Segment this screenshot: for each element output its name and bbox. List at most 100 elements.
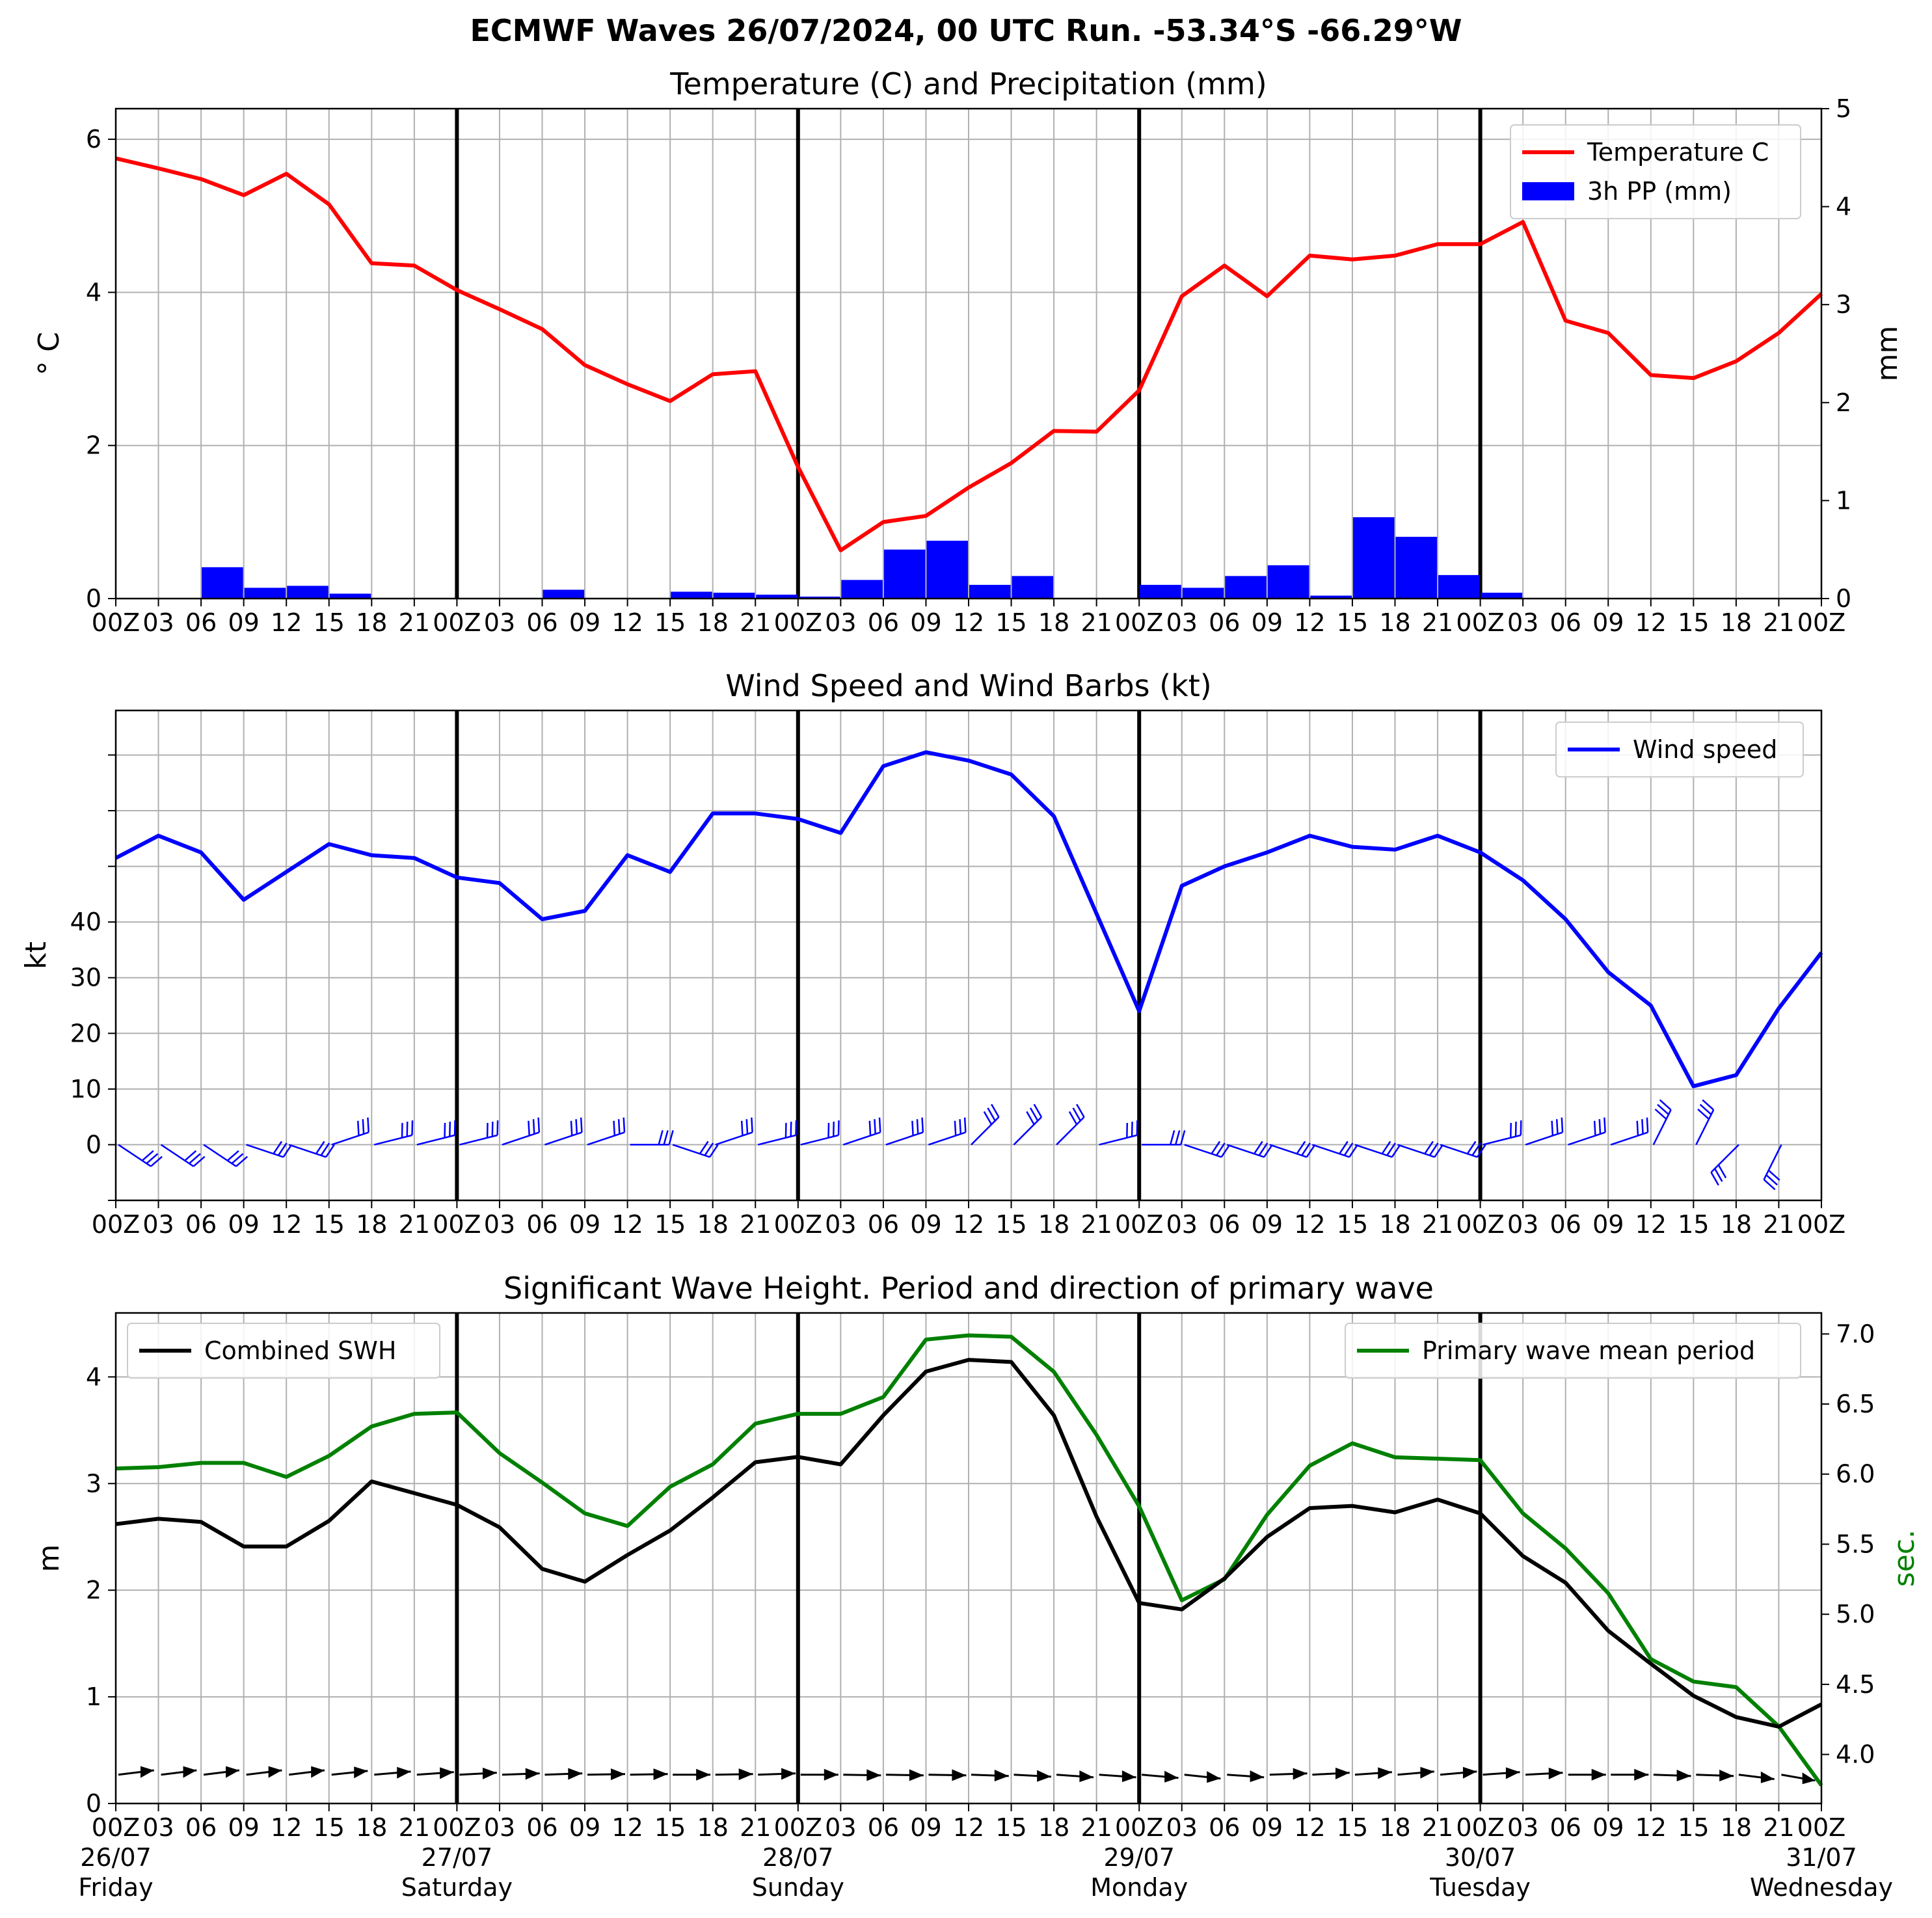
x-tick-label: 15: [1337, 1813, 1368, 1842]
wind-barb-feather: [1699, 1103, 1712, 1115]
x-day-label: Monday: [1090, 1873, 1188, 1902]
wind-barb-feather: [1068, 1111, 1078, 1125]
wave-direction-arrow: [289, 1766, 325, 1778]
x-tick-label: 18: [697, 1210, 729, 1239]
x-tick-label: 15: [654, 1813, 686, 1842]
x-tick-label: 12: [1635, 608, 1667, 637]
x-day-label: Friday: [78, 1873, 153, 1902]
arrow-head: [397, 1766, 411, 1779]
x-tick-label: 09: [228, 1813, 259, 1842]
x-tick-label: 18: [356, 1813, 387, 1842]
legend-box: [1555, 722, 1804, 777]
wind-barb: [1226, 1141, 1273, 1158]
wind-barb-staff: [160, 1144, 195, 1167]
x-date-label: 30/07: [1445, 1843, 1516, 1872]
y-right-tick-label: 0: [1836, 584, 1851, 613]
x-tick-label: 21: [1422, 1210, 1453, 1239]
wind-barb-feather: [983, 1111, 993, 1125]
wind-barb-staff: [1440, 1144, 1478, 1158]
x-tick-label: 21: [399, 608, 430, 637]
y-right-tick-label: 7.0: [1836, 1319, 1875, 1348]
arrow-head: [311, 1766, 325, 1778]
wind-barb-staff: [757, 1134, 796, 1146]
x-tick-label: 18: [1038, 1813, 1069, 1842]
wind-barb-staff: [1269, 1144, 1308, 1158]
wind-barb: [1013, 1103, 1043, 1146]
precip-bar: [543, 589, 585, 599]
wind-barb-staff: [416, 1134, 455, 1146]
wind-barb-feather: [150, 1155, 163, 1167]
x-tick-label: 21: [1080, 608, 1112, 637]
x-tick-label: 09: [1252, 1210, 1283, 1239]
x-tick-label: 03: [825, 1813, 856, 1842]
x-day-label: Saturday: [401, 1873, 513, 1902]
x-tick-label: 12: [271, 1210, 302, 1239]
x-tick-label: 15: [1678, 1813, 1709, 1842]
wind-barb-staff: [373, 1134, 412, 1146]
x-tick-label: 09: [1252, 608, 1283, 637]
x-tick-label: 00Z: [774, 1813, 822, 1842]
wind-barb-staff: [1312, 1144, 1350, 1158]
wind-barb-feather: [1072, 1107, 1081, 1122]
arrow-head: [1505, 1767, 1520, 1779]
precip-bar: [1140, 584, 1181, 599]
wind-barb-feather: [668, 1130, 674, 1145]
x-tick-label: 06: [526, 1210, 557, 1239]
y-right-tick-label: 6.5: [1836, 1390, 1875, 1418]
x-day-label: Wednesday: [1750, 1873, 1893, 1902]
wave-direction-arrow: [1227, 1770, 1265, 1783]
x-tick-label: 15: [314, 608, 345, 637]
arrow-head: [1207, 1771, 1221, 1783]
y-tick-label: 0: [86, 1130, 101, 1159]
wind-barb: [587, 1117, 626, 1146]
wind-barb-feather: [1029, 1107, 1039, 1122]
wind-barb-feather: [1296, 1141, 1306, 1155]
wind-barb-feather: [709, 1144, 719, 1158]
wind-barb-staff: [971, 1116, 1000, 1146]
wind-barb-staff: [1397, 1144, 1435, 1158]
wind-barb-feather: [1263, 1144, 1273, 1158]
x-tick-label: 21: [1080, 1210, 1112, 1239]
wind-barb-feather: [1471, 1142, 1482, 1156]
wind-barb: [118, 1144, 163, 1167]
wave-direction-arrow: [885, 1769, 924, 1781]
legend-label: 3h PP (mm): [1587, 177, 1732, 206]
x-tick-label: 21: [1080, 1813, 1112, 1842]
wind-barb-feather: [575, 1119, 578, 1135]
x-date-label: 26/07: [80, 1843, 152, 1872]
arrow-head: [611, 1768, 625, 1781]
wind-barb-feather: [1561, 1117, 1564, 1133]
arrow-head: [653, 1768, 668, 1781]
wind-barb-staff: [1056, 1116, 1085, 1146]
wind-barb: [672, 1141, 719, 1158]
wind-barb: [1269, 1141, 1316, 1158]
wind-barb-feather: [141, 1150, 154, 1161]
x-tick-label: 15: [1337, 1210, 1368, 1239]
x-tick-label: 03: [142, 608, 174, 637]
x-tick-label: 00Z: [433, 1813, 481, 1842]
wind-barb-feather: [921, 1117, 924, 1133]
y-right-tick-label: 4.5: [1836, 1670, 1875, 1699]
x-date-label: 31/07: [1786, 1843, 1857, 1872]
arrow-head: [1760, 1771, 1775, 1783]
wind-barb-feather: [874, 1119, 876, 1135]
wave-direction-arrow: [118, 1766, 154, 1778]
wind-barb-feather: [282, 1144, 293, 1158]
wind-barb-staff: [118, 1144, 152, 1167]
wind-barb-staff: [885, 1131, 924, 1146]
wind-barb-feather: [911, 1120, 914, 1136]
wave-direction-arrow: [374, 1766, 411, 1779]
wave-direction-arrow: [971, 1769, 1009, 1781]
arrow-head: [440, 1767, 454, 1779]
x-tick-label: 12: [1294, 608, 1325, 637]
x-tick-label: 06: [868, 1210, 899, 1239]
x-tick-label: 06: [868, 1813, 899, 1842]
wave-direction-arrow: [161, 1766, 197, 1778]
x-tick-label: 15: [995, 1210, 1026, 1239]
wind-barb-staff: [1099, 1134, 1138, 1146]
chart-suptitle: ECMWF Waves 26/07/2024, 00 UTC Run. -53.…: [470, 13, 1462, 48]
arrow-head: [781, 1768, 796, 1780]
x-tick-label: 00Z: [1797, 608, 1845, 637]
wind-barb-feather: [1343, 1142, 1354, 1156]
